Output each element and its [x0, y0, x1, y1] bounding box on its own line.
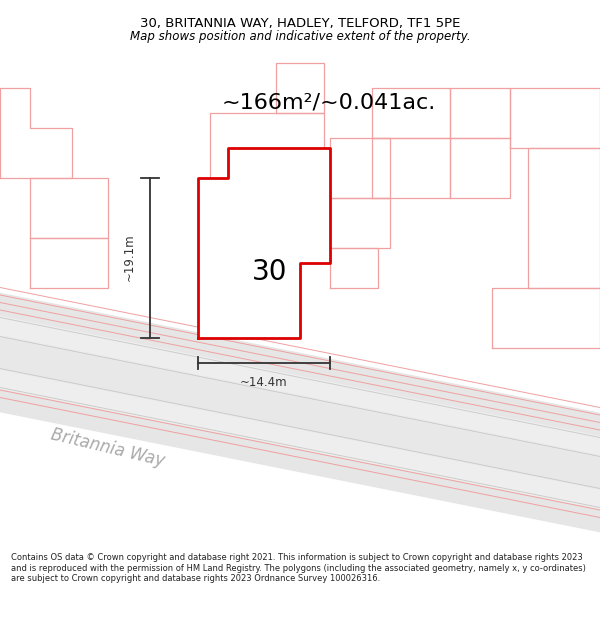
Text: 30, BRITANNIA WAY, HADLEY, TELFORD, TF1 5PE: 30, BRITANNIA WAY, HADLEY, TELFORD, TF1 … — [140, 18, 460, 31]
Polygon shape — [198, 148, 330, 338]
Text: Contains OS data © Crown copyright and database right 2021. This information is : Contains OS data © Crown copyright and d… — [11, 553, 586, 583]
Text: ~14.4m: ~14.4m — [240, 376, 288, 389]
Text: Map shows position and indicative extent of the property.: Map shows position and indicative extent… — [130, 30, 470, 43]
Text: ~166m²/~0.041ac.: ~166m²/~0.041ac. — [222, 92, 436, 112]
Text: ~19.1m: ~19.1m — [122, 234, 136, 281]
Polygon shape — [0, 123, 600, 625]
Polygon shape — [0, 145, 600, 625]
Text: 30: 30 — [252, 259, 288, 286]
Text: Britannia Way: Britannia Way — [49, 425, 167, 470]
Polygon shape — [0, 164, 600, 625]
